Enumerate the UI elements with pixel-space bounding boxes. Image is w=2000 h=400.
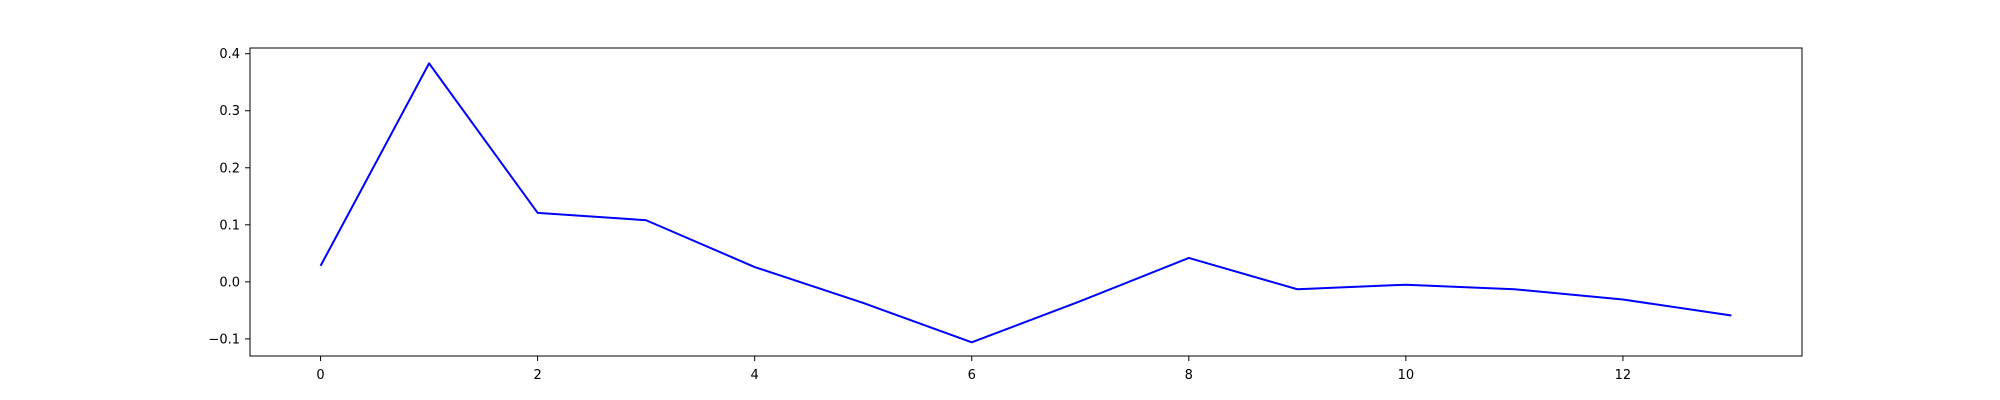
series-layer xyxy=(319,62,1732,344)
x-tick-label: 2 xyxy=(533,368,541,383)
y-tick-label: −0.1 xyxy=(208,332,240,347)
series-line xyxy=(319,62,1732,344)
x-tick-label: 10 xyxy=(1398,368,1415,383)
x-axis: 0 2 4 6 8 10 12 xyxy=(316,356,1631,383)
x-tick-label: 8 xyxy=(1185,368,1193,383)
y-tick-label: 0.2 xyxy=(219,161,240,176)
plot-frame xyxy=(249,47,1803,357)
y-axis: −0.1 0.0 0.1 0.2 0.3 0.4 xyxy=(208,47,250,347)
x-tick-label: 4 xyxy=(751,368,759,383)
x-tick-label: 0 xyxy=(316,368,324,383)
y-tick-label: 0.1 xyxy=(219,218,240,233)
y-tick-label: 0.0 xyxy=(219,275,240,290)
y-tick-label: 0.4 xyxy=(219,47,240,62)
x-tick-label: 12 xyxy=(1615,368,1632,383)
y-tick-label: 0.3 xyxy=(219,104,240,119)
x-tick-label: 6 xyxy=(968,368,976,383)
